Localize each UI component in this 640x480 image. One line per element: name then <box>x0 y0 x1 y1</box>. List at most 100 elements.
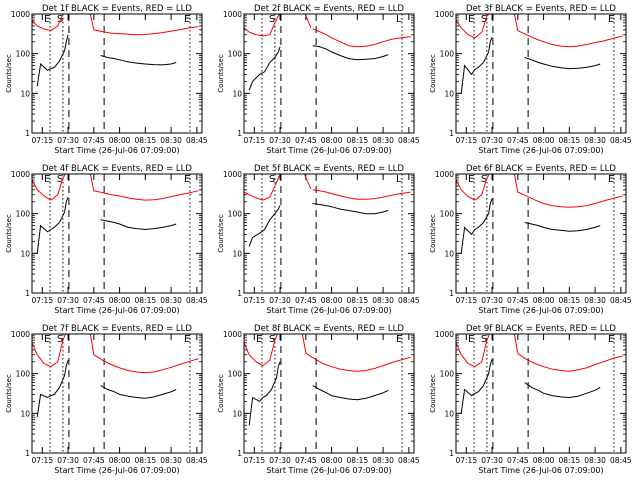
det-7-x-tick-label: 08:00 <box>109 456 131 465</box>
det-9-x-tick-label: 08:15 <box>559 456 581 465</box>
det-1-y-tick-label: 1000 <box>11 10 30 19</box>
det-2-x-tick-label: 08:45 <box>398 136 420 145</box>
det-6-x-tick-label: 07:45 <box>507 296 529 305</box>
det-9-marker-label: S <box>481 334 487 345</box>
det-4-x-tick-label: 07:15 <box>31 296 53 305</box>
det-3-y-axis-label: Counts/sec <box>429 54 437 93</box>
det-8-x-tick-label: 08:30 <box>372 456 394 465</box>
det-9-events-series-line <box>524 382 601 399</box>
det-9-y-axis-label: Counts/sec <box>429 374 437 413</box>
det-5-y-tick-label: 1000 <box>223 170 242 179</box>
det-2-events-series-line <box>248 46 281 91</box>
det-6-plot-frame <box>455 173 627 294</box>
det-8-lld-series-line <box>244 334 281 367</box>
det-9-lld-series-line <box>456 334 493 368</box>
det-3-title: Det 3f BLACK = Events, RED = LLD <box>466 4 616 14</box>
det-4-x-tick-label: 07:30 <box>57 296 79 305</box>
det-1-plot-frame <box>31 13 203 134</box>
det-1-x-tick-label: 07:45 <box>83 136 105 145</box>
det-4-events-series-line <box>100 219 177 231</box>
det-8-x-tick-label: 08:15 <box>347 456 369 465</box>
det-9-marker-label: E <box>468 334 474 345</box>
det-4-y-tick-label: 1 <box>25 289 30 298</box>
det-1-lld-series-line <box>89 14 199 36</box>
det-9-x-axis-label: Start Time (26-Jul-06 07:09:00) <box>478 466 603 475</box>
det-3-events-series-line <box>460 37 493 94</box>
det-2-x-tick-label: 07:15 <box>243 136 265 145</box>
det-9-panel: Det 9f BLACK = Events, RED = LLD Counts/s… <box>429 324 632 475</box>
det-4-marker-label: S <box>57 174 63 185</box>
det-3-plot-frame <box>455 13 627 134</box>
det-8-y-axis-label: Counts/sec <box>217 374 225 413</box>
det-9-y-tick-label: 10 <box>444 409 454 418</box>
det-8-x-tick-label: 07:45 <box>295 456 317 465</box>
det-3-y-tick-label: 100 <box>440 50 455 59</box>
det-2-title: Det 2f BLACK = Events, RED = LLD <box>254 4 404 14</box>
det-7-marker-label: E <box>184 334 190 345</box>
det-2-events-series-line <box>312 45 389 61</box>
det-3-marker-label: E <box>468 14 474 25</box>
det-5-x-tick-label: 08:30 <box>372 296 394 305</box>
det-6-x-axis-label: Start Time (26-Jul-06 07:09:00) <box>478 306 603 315</box>
det-6-marker-label: S <box>481 174 487 185</box>
det-7-y-tick-label: 1000 <box>11 330 30 339</box>
det-2-x-tick-label: 08:15 <box>347 136 369 145</box>
det-4-y-tick-label: 100 <box>16 210 31 219</box>
det-9-title: Det 9f BLACK = Events, RED = LLD <box>466 324 616 334</box>
det-2-plot-frame <box>243 13 415 134</box>
det-7-y-tick-label: 1 <box>25 449 30 458</box>
det-2-y-tick-label: 100 <box>228 50 243 59</box>
det-5-lld-series-line <box>244 174 312 201</box>
det-4-x-tick-label: 07:45 <box>83 296 105 305</box>
det-1-x-tick-label: 08:15 <box>135 136 157 145</box>
det-3-marker-label: S <box>481 14 487 25</box>
det-3-x-tick-label: 08:30 <box>584 136 606 145</box>
det-7-x-tick-label: 08:45 <box>186 456 208 465</box>
det-7-x-tick-label: 07:30 <box>57 456 79 465</box>
det-1-marker-label: E <box>184 14 190 25</box>
det-1-y-tick-label: 1 <box>25 129 30 138</box>
det-1-events-series-line <box>100 55 177 66</box>
det-8-x-tick-label: 08:00 <box>321 456 343 465</box>
det-2-panel: Det 2f BLACK = Events, RED = LLD Counts/s… <box>217 4 420 155</box>
det-6-x-tick-label: 07:15 <box>455 296 477 305</box>
det-4-events-series-line <box>36 197 69 254</box>
det-2-y-axis-label: Counts/sec <box>217 54 225 93</box>
det-1-y-tick-label: 10 <box>20 89 30 98</box>
det-5-x-tick-label: 08:45 <box>398 296 420 305</box>
det-7-y-tick-label: 10 <box>20 409 30 418</box>
det-8-x-tick-label: 07:15 <box>243 456 265 465</box>
det-3-lld-series-line <box>513 14 623 48</box>
det-8-lld-series-line <box>301 334 411 372</box>
det-5-marker-label: L <box>396 174 402 185</box>
det-4-x-tick-label: 08:30 <box>160 296 182 305</box>
det-6-y-axis-label: Counts/sec <box>429 214 437 253</box>
det-2-x-tick-label: 08:30 <box>372 136 394 145</box>
det-4-plot-frame <box>31 173 203 294</box>
det-4-x-tick-label: 08:00 <box>109 296 131 305</box>
det-2-x-tick-label: 07:45 <box>295 136 317 145</box>
det-6-marker-label: E <box>468 174 474 185</box>
det-4-title: Det 4f BLACK = Events, RED = LLD <box>42 164 192 174</box>
det-4-marker-label: E <box>44 174 50 185</box>
det-7-panel: Det 7f BLACK = Events, RED = LLD Counts/s… <box>5 324 208 475</box>
det-7-x-tick-label: 08:15 <box>135 456 157 465</box>
det-7-lld-series-line <box>89 334 199 374</box>
det-1-x-axis-label: Start Time (26-Jul-06 07:09:00) <box>54 146 179 155</box>
det-2-y-tick-label: 10 <box>232 89 242 98</box>
det-3-marker-label: E <box>608 14 614 25</box>
det-1-x-tick-label: 08:45 <box>186 136 208 145</box>
det-6-x-tick-label: 08:45 <box>610 296 632 305</box>
det-6-y-tick-label: 10 <box>444 249 454 258</box>
det-8-title: Det 8f BLACK = Events, RED = LLD <box>254 324 404 334</box>
det-7-x-tick-label: 07:15 <box>31 456 53 465</box>
det-3-x-axis-label: Start Time (26-Jul-06 07:09:00) <box>478 146 603 155</box>
det-1-x-tick-label: 08:30 <box>160 136 182 145</box>
det-4-lld-series-line <box>32 174 69 201</box>
det-9-marker-label: E <box>608 334 614 345</box>
det-7-x-tick-label: 08:30 <box>160 456 182 465</box>
det-4-y-tick-label: 1000 <box>11 170 30 179</box>
det-4-lld-series-line <box>89 174 199 201</box>
det-9-x-tick-label: 07:30 <box>481 456 503 465</box>
det-2-marker-label: S <box>269 14 275 25</box>
